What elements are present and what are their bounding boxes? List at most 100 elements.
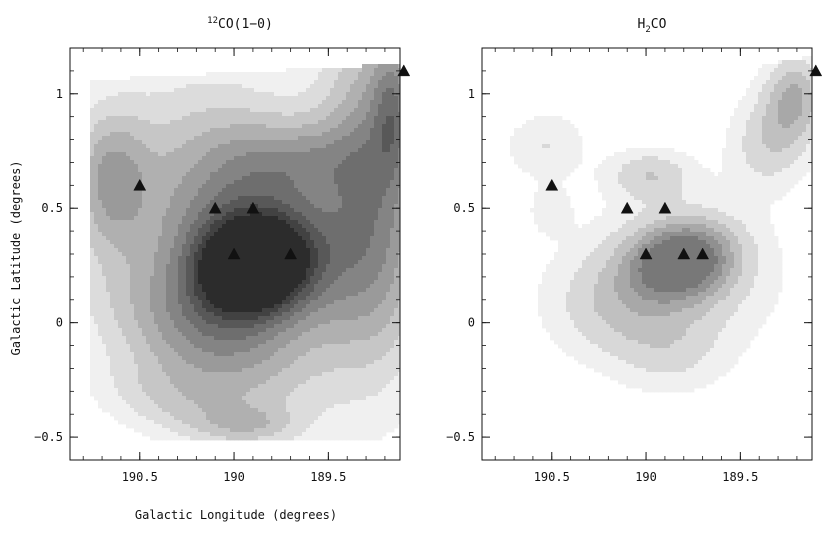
contour-cell [150, 300, 155, 305]
contour-cell [370, 280, 375, 285]
contour-cell [298, 236, 303, 241]
contour-cell [258, 180, 263, 185]
contour-cell [338, 320, 343, 325]
contour-cell [370, 88, 375, 93]
contour-cell [270, 216, 275, 221]
contour-cell [270, 300, 275, 305]
contour-cell [338, 300, 343, 305]
contour-cell [110, 148, 115, 153]
contour-cell [166, 160, 171, 165]
contour-cell [390, 152, 395, 157]
contour-cell [130, 76, 135, 81]
contour-cell [370, 204, 375, 209]
contour-cell [226, 200, 231, 205]
contour-cell [134, 124, 139, 129]
contour-cell [230, 276, 235, 281]
contour-cell [162, 188, 167, 193]
contour-cell [218, 264, 223, 269]
contour-cell [94, 152, 99, 157]
contour-cell [174, 124, 179, 129]
contour-cell [254, 104, 259, 109]
contour-cell [134, 316, 139, 321]
contour-cell [310, 204, 315, 209]
contour-cell [186, 296, 191, 301]
contour-cell [346, 120, 351, 125]
contour-cell [142, 184, 147, 189]
contour-cell [202, 112, 207, 117]
contour-cell [322, 196, 327, 201]
contour-cell [382, 288, 387, 293]
contour-cell [130, 80, 135, 85]
contour-cell [98, 312, 103, 317]
contour-cell [226, 100, 231, 105]
contour-cell [118, 84, 123, 89]
contour-cell [238, 92, 243, 97]
contour-cell [370, 168, 375, 173]
contour-cell [322, 152, 327, 157]
contour-cell [262, 172, 267, 177]
contour-cell [222, 320, 227, 325]
contour-cell [202, 316, 207, 321]
contour-cell [254, 264, 259, 269]
contour-cell [330, 168, 335, 173]
contour-cell [202, 256, 207, 261]
contour-cell [182, 320, 187, 325]
contour-cell [398, 64, 400, 69]
contour-cell [378, 116, 383, 121]
contour-cell [194, 156, 199, 161]
contour-cell [386, 76, 391, 81]
contour-cell [350, 312, 355, 317]
contour-cell [146, 172, 151, 177]
contour-cell [122, 268, 127, 273]
contour-cell [310, 156, 315, 161]
contour-cell [226, 72, 231, 77]
contour-cell [146, 244, 151, 249]
contour-cell [302, 92, 307, 97]
contour-cell [234, 188, 239, 193]
contour-cell [178, 252, 183, 257]
contour-cell [346, 284, 351, 289]
contour-cell [130, 260, 135, 265]
contour-cell [330, 240, 335, 245]
contour-cell [310, 172, 315, 177]
contour-cell [194, 136, 199, 141]
contour-cell [374, 148, 379, 153]
contour-cell [118, 280, 123, 285]
contour-cell [130, 320, 135, 325]
contour-cell [366, 268, 371, 273]
contour-cell [206, 192, 211, 197]
contour-cell [310, 228, 315, 233]
contour-cell [146, 232, 151, 237]
contour-cell [234, 320, 239, 325]
contour-cell [102, 112, 107, 117]
contour-cell [282, 88, 287, 93]
contour-cell [270, 292, 275, 297]
contour-cell [146, 84, 151, 89]
contour-cell [178, 200, 183, 205]
contour-cell [166, 196, 171, 201]
contour-cell [310, 188, 315, 193]
contour-cell [330, 228, 335, 233]
contour-cell [234, 72, 239, 77]
contour-cell [218, 136, 223, 141]
contour-cell [118, 80, 123, 85]
contour-cell [146, 216, 151, 221]
contour-cell [218, 108, 223, 113]
contour-cell [118, 236, 123, 241]
contour-cell [206, 276, 211, 281]
contour-cell [350, 224, 355, 229]
contour-cell [318, 208, 323, 213]
contour-cell [266, 280, 271, 285]
contour-cell [354, 156, 359, 161]
contour-cell [378, 280, 383, 285]
contour-cell [174, 276, 179, 281]
contour-cell [134, 168, 139, 173]
contour-cell [250, 120, 255, 125]
contour-cell [166, 92, 171, 97]
contour-cell [134, 204, 139, 209]
contour-cell [122, 244, 127, 249]
contour-cell [166, 240, 171, 245]
contour-cell [382, 260, 387, 265]
contour-cell [94, 268, 99, 273]
contour-cell [298, 152, 303, 157]
